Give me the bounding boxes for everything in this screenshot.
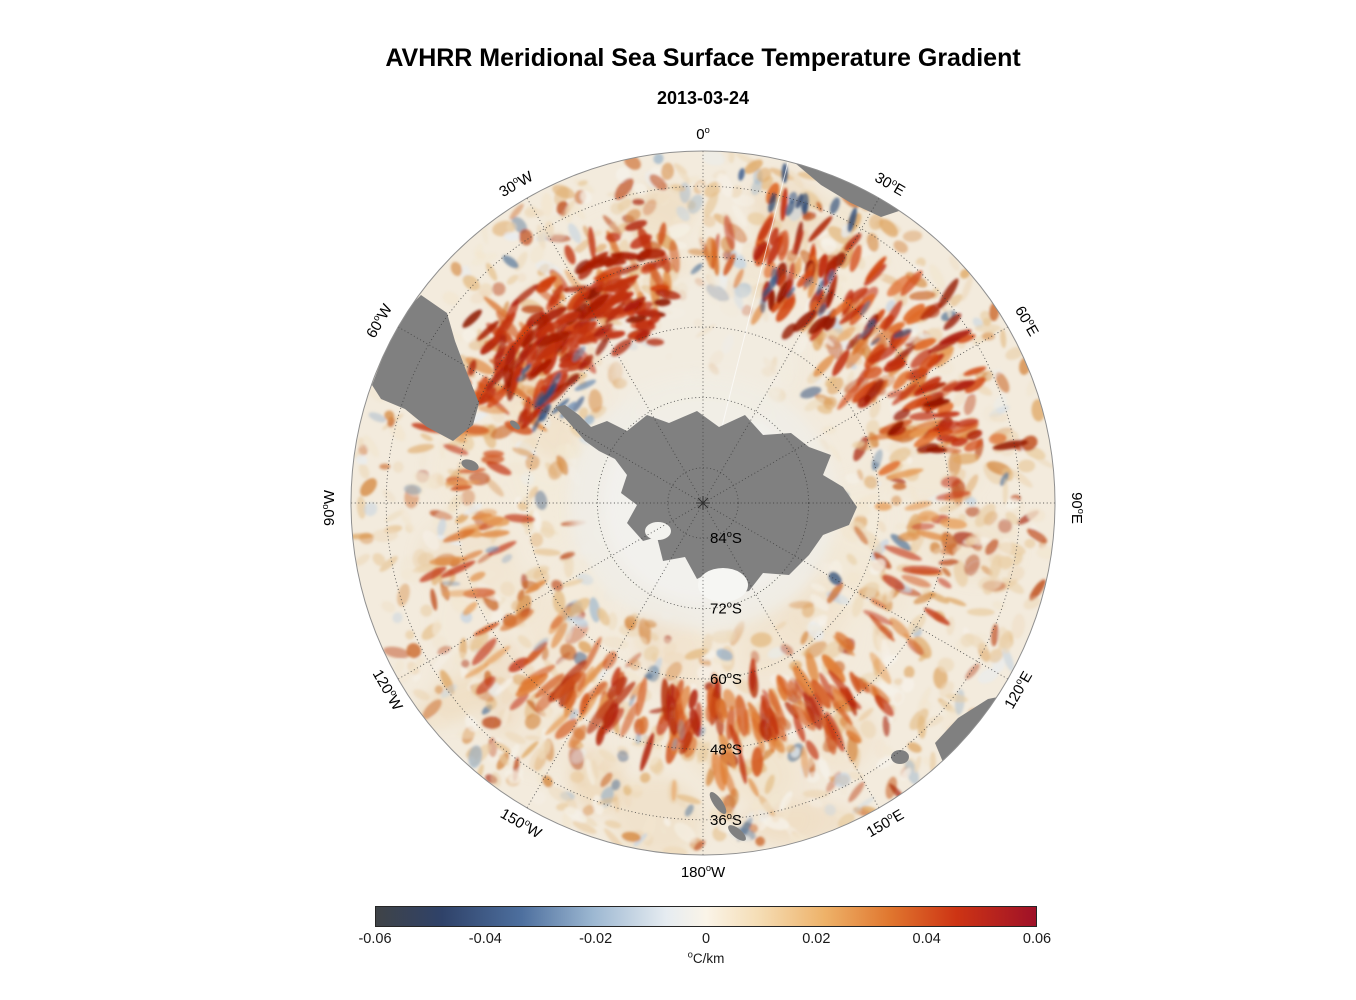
- colorbar-tick-label: -0.04: [468, 931, 502, 947]
- meridian-line: [707, 505, 1009, 680]
- figure-title: AVHRR Meridional Sea Surface Temperature…: [385, 44, 1021, 72]
- colorbar-unit-label: oC/km: [687, 949, 725, 966]
- colorbar-tick-label: -0.06: [358, 931, 392, 947]
- land-falkland-islands: [461, 459, 479, 471]
- longitude-label: 60oE: [1011, 303, 1043, 340]
- colorbar-tick-labels: -0.06 -0.04 -0.02 0 0.02 0.04 0.06: [358, 931, 1051, 950]
- colorbar-tick-label: -0.02: [579, 931, 613, 947]
- latitude-label: 36oS: [710, 811, 742, 829]
- latitude-circle: [526, 326, 880, 680]
- longitude-label: 90oE: [1068, 492, 1083, 524]
- land-new-zealand-south-island: [709, 792, 727, 814]
- latitude-circle: [385, 185, 1021, 821]
- latitude-circle: [596, 396, 810, 610]
- colorbar-tick-label: 0.02: [802, 931, 831, 947]
- meridian-line: [526, 507, 701, 809]
- meridian-line: [707, 326, 1009, 501]
- degree-symbol: o: [687, 949, 693, 961]
- land-tasmania: [891, 750, 909, 764]
- land-south-america: [372, 295, 479, 441]
- colorbar: -0.06 -0.04 -0.02 0 0.02 0.04 0.06 oC/km: [358, 906, 1051, 966]
- colorbar-tick-label: 0: [701, 931, 711, 947]
- meridian-line: [526, 197, 701, 499]
- ronne-ice-shelf: [645, 522, 671, 540]
- colorbar-tick-label: 0.04: [912, 931, 941, 947]
- map-outline: [350, 150, 1056, 856]
- pole-marker: [696, 496, 710, 510]
- figure-subtitle: 2013-03-24: [656, 88, 750, 108]
- latitude-circle: [456, 256, 950, 750]
- longitude-label: 0o: [696, 125, 710, 143]
- latitude-label: 60oS: [710, 670, 742, 688]
- land-island: [510, 420, 520, 430]
- colorbar-tick-label: 0.06: [1022, 931, 1052, 947]
- longitude-label: 180oW: [681, 863, 726, 881]
- meridian-line: [397, 326, 699, 501]
- latitude-label: 48oS: [710, 740, 742, 758]
- longitude-label: 30oE: [872, 168, 909, 200]
- latitude-label: 84oS: [710, 529, 742, 547]
- meridian-line: [705, 197, 880, 499]
- latitude-circle: [667, 467, 739, 539]
- latitude-label: 72oS: [710, 600, 742, 618]
- meridian-line: [397, 505, 699, 680]
- ross-ice-shelf: [698, 568, 748, 602]
- longitude-label: 90oW: [323, 489, 338, 526]
- longitude-label: 60oW: [362, 300, 396, 341]
- land-new-zealand-north-island: [728, 825, 746, 841]
- polar-map: 84oS72oS60oS48oS36oS0o30oE60oE90oE120oE1…: [323, 125, 1083, 881]
- meridian-line: [705, 507, 880, 809]
- colorbar-gradient: [375, 906, 1037, 927]
- graticule: [351, 151, 1055, 855]
